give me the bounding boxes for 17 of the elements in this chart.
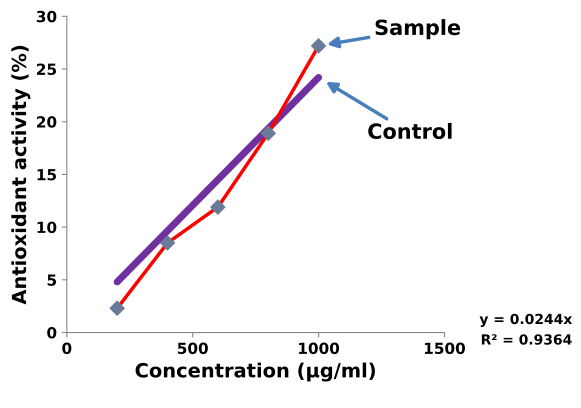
y-tick-label: 10 [38,222,56,234]
y-tick-label: 20 [37,116,56,128]
x-axis-title: Concentration (µg/ml) [136,362,375,382]
y-tick-label: 5 [48,274,56,286]
y-tick-label: 0 [47,326,56,339]
text: R² = 0.9364 [482,334,572,345]
x-tick-label: 500 [178,342,208,354]
x-tick-label: 0 [62,342,72,354]
y-tick-label: 15 [38,169,56,180]
x-tick-label: 1500 [424,342,465,354]
y-axis-title: Antioxidant activity (%) [11,46,30,304]
x-tick-label: 1000 [299,342,340,354]
y-tick-label: 25 [37,63,56,76]
text: Sample [376,19,460,40]
y-tick-label: 30 [36,10,56,22]
text: Control [368,122,452,140]
text: y = 0.0244x [480,314,572,327]
